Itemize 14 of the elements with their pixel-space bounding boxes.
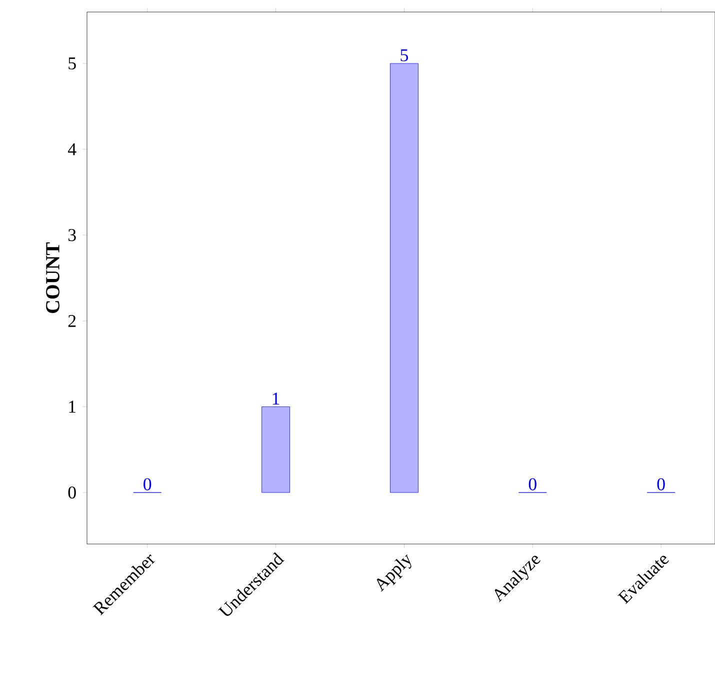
y-axis-title: COUNT [46, 242, 60, 314]
bar [262, 406, 290, 493]
data-label: 0 [657, 478, 665, 490]
data-label: 0 [144, 478, 152, 490]
data-label: 0 [528, 478, 536, 490]
bar [390, 63, 418, 493]
y-tick-label: 1 [69, 400, 76, 413]
y-tick-label: 0 [68, 486, 76, 499]
y-tick-label: 4 [68, 143, 76, 156]
y-tick-label: 5 [68, 58, 76, 70]
data-label: 5 [400, 49, 408, 62]
y-tick-label: 3 [68, 229, 76, 242]
data-label: 1 [272, 392, 280, 405]
y-tick-label: 2 [68, 314, 76, 327]
